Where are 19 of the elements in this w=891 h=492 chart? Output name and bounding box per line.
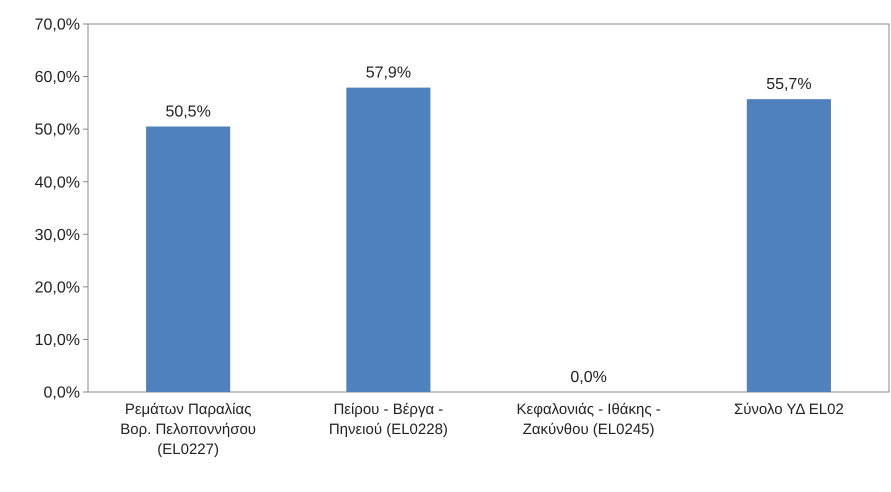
y-tick-label: 20,0% <box>34 279 80 296</box>
y-tick-label: 50,0% <box>34 122 80 139</box>
data-label: 55,7% <box>766 76 812 94</box>
data-label: 0,0% <box>570 369 607 386</box>
x-tick-label: Σύνολο ΥΔ EL02 <box>734 401 844 418</box>
bar <box>346 88 430 392</box>
x-tick-label: Ρεμάτων Παραλίας Βορ. Πελοποννήσου (EL0227) <box>120 401 256 458</box>
y-tick-label: 0,0% <box>44 384 80 402</box>
data-label: 50,5% <box>165 104 211 121</box>
data-label: 57,9% <box>366 64 412 82</box>
bar <box>146 126 230 392</box>
y-tick-label: 60,0% <box>34 69 80 86</box>
y-tick-label: 30,0% <box>34 226 80 244</box>
y-tick-label: 70,0% <box>34 16 80 34</box>
x-tick-label: Κεφαλονιάς - Ιθάκης - Ζακύνθου (EL0245) <box>516 401 661 438</box>
x-tick-label: Πείρου - Βέργα - Πηνειού (EL0228) <box>328 401 448 438</box>
y-tick-label: 40,0% <box>34 174 80 192</box>
y-tick-label: 10,0% <box>34 332 80 350</box>
bar <box>746 99 831 392</box>
